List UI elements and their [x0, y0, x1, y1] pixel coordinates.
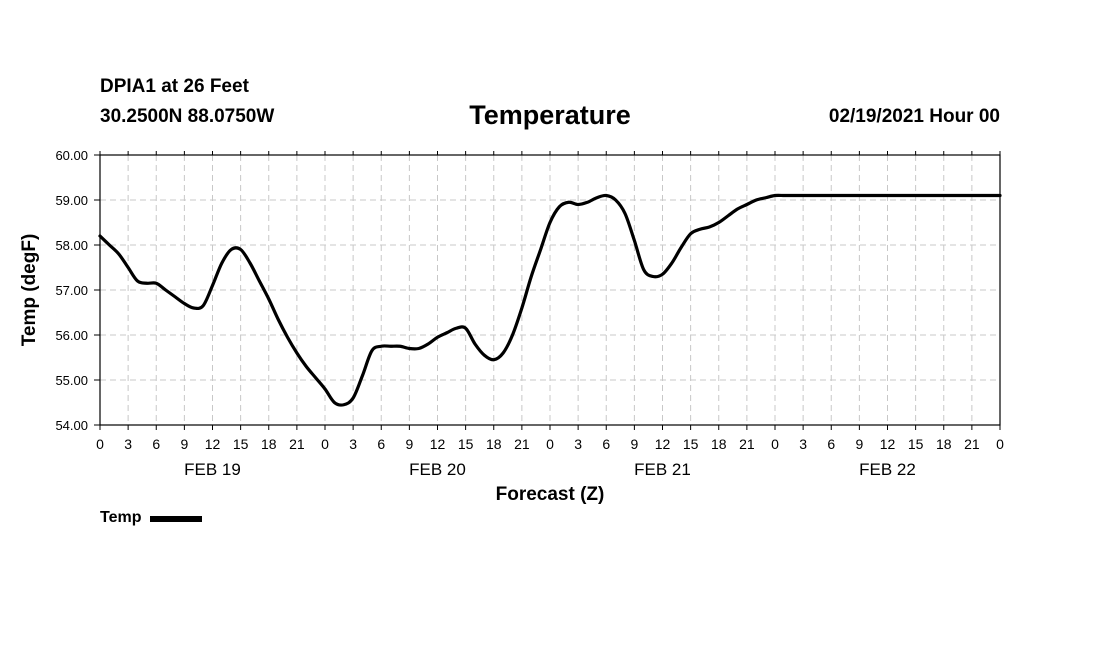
x-tick-label: 18: [936, 436, 952, 452]
date-label: FEB 19: [184, 460, 241, 479]
x-tick-label: 21: [514, 436, 530, 452]
x-tick-label: 3: [349, 436, 357, 452]
x-tick-label: 9: [180, 436, 188, 452]
x-tick-label: 0: [321, 436, 329, 452]
x-tick-label: 6: [377, 436, 385, 452]
y-tick-label: 54.00: [55, 418, 88, 433]
y-tick-label: 55.00: [55, 373, 88, 388]
x-tick-label: 15: [908, 436, 924, 452]
legend-label: Temp: [100, 509, 142, 526]
y-tick-label: 58.00: [55, 238, 88, 253]
x-tick-label: 12: [205, 436, 221, 452]
forecast-datetime: 02/19/2021 Hour 00: [828, 106, 1000, 127]
x-tick-label: 18: [261, 436, 277, 452]
x-tick-label: 15: [458, 436, 474, 452]
x-tick-label: 3: [574, 436, 582, 452]
x-tick-label: 0: [771, 436, 779, 452]
y-axis-label: Temp (degF): [19, 234, 40, 347]
legend: Temp: [100, 509, 203, 527]
legend-swatch: [150, 516, 203, 522]
x-tick-label: 18: [711, 436, 727, 452]
x-tick-label: 15: [233, 436, 249, 452]
plot-frame: [99, 154, 1001, 426]
coordinates-label: 30.2500N 88.0750W: [100, 106, 275, 127]
x-tick-label: 0: [996, 436, 1004, 452]
y-tick-label: 56.00: [55, 328, 88, 343]
x-tick-label: 21: [289, 436, 305, 452]
series-line-temp: [98, 193, 1002, 407]
x-tick-label: 6: [152, 436, 160, 452]
x-axis-label: Forecast (Z): [496, 484, 605, 505]
x-tick-label: 6: [602, 436, 610, 452]
x-tick-label: 15: [683, 436, 699, 452]
x-tick-label: 9: [855, 436, 863, 452]
station-label: DPIA1 at 26 Feet: [100, 76, 249, 97]
x-tick-label: 6: [827, 436, 835, 452]
x-tick-label: 3: [799, 436, 807, 452]
date-label: FEB 21: [634, 460, 691, 479]
date-label: FEB 20: [409, 460, 466, 479]
y-tick-label: 60.00: [55, 148, 88, 163]
x-tick-label: 0: [96, 436, 104, 452]
y-tick-label: 59.00: [55, 193, 88, 208]
date-label: FEB 22: [859, 460, 916, 479]
x-tick-label: 12: [655, 436, 671, 452]
x-tick-label: 9: [405, 436, 413, 452]
y-tick-label: 57.00: [55, 283, 88, 298]
x-tick-label: 0: [546, 436, 554, 452]
x-tick-label: 21: [739, 436, 755, 452]
x-tick-label: 21: [964, 436, 980, 452]
chart-title: Temperature: [469, 100, 631, 130]
x-tick-label: 18: [486, 436, 502, 452]
x-tick-label: 3: [124, 436, 132, 452]
x-tick-label: 9: [630, 436, 638, 452]
x-tick-label: 12: [430, 436, 446, 452]
x-tick-label: 12: [880, 436, 896, 452]
